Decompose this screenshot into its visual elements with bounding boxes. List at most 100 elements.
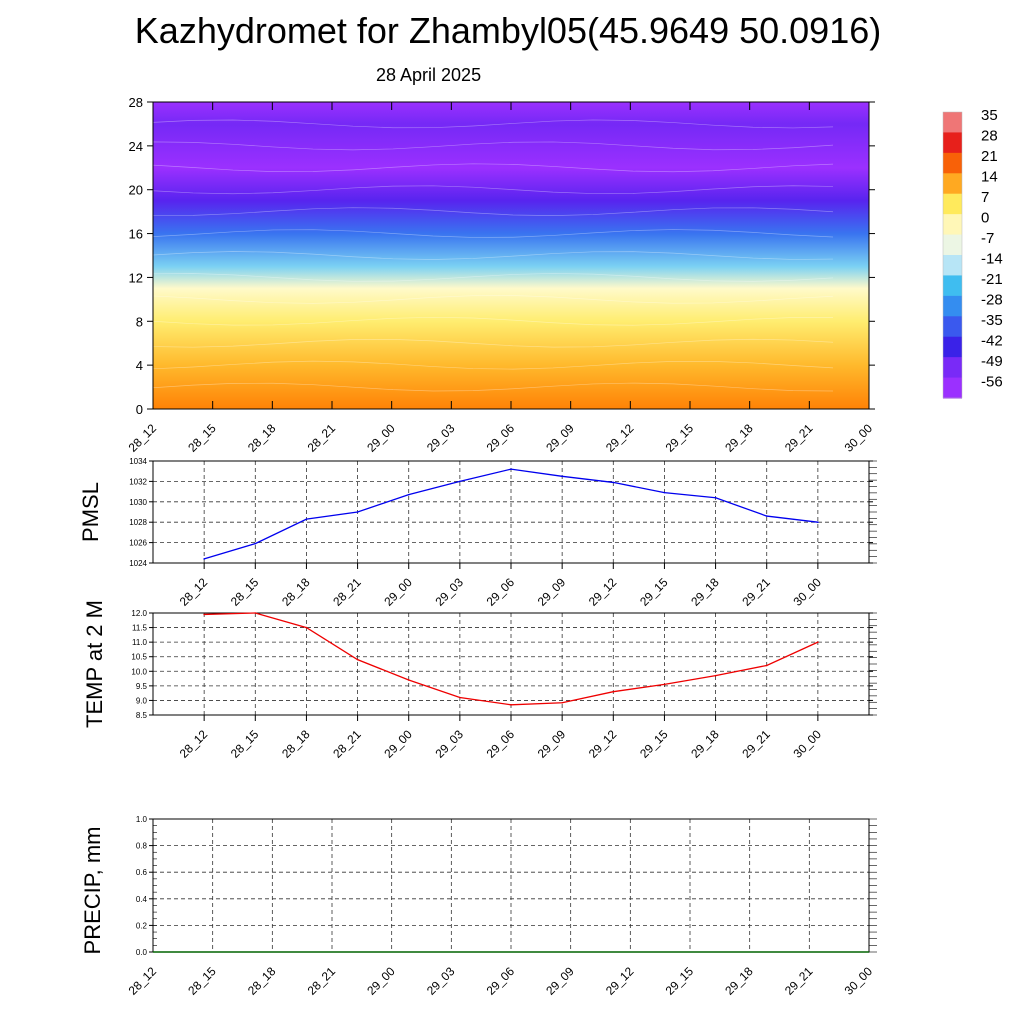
temp2m-data-point [305, 626, 308, 629]
pmsl-x-tick-label: 30_00 [790, 575, 824, 609]
colorbar-label: -21 [981, 271, 1003, 288]
colorbar-segment [943, 132, 962, 154]
precip-y-tick-label: 0.4 [136, 895, 148, 904]
heatmap-x-tick-label: 29_03 [424, 421, 458, 455]
colorbar-segment [943, 112, 962, 134]
heatmap-contour [152, 316, 834, 326]
pmsl-y-tick-label: 1032 [129, 477, 147, 486]
pmsl-data-point [714, 496, 717, 499]
temp2m-data-point [765, 664, 768, 667]
temp2m-data-point [817, 641, 819, 643]
precip-y-tick-label: 0.2 [136, 921, 148, 930]
pmsl-frame [152, 460, 870, 564]
heatmap-x-tick-label: 28_21 [305, 421, 339, 455]
temp2m-x-tick-label: 29_21 [739, 727, 773, 761]
heatmap-contour [152, 295, 834, 304]
temp2m-data-point [714, 674, 717, 677]
heatmap-contour [152, 229, 834, 238]
heatmap-contour [152, 382, 834, 392]
precip-x-tick-label: 29_18 [722, 964, 756, 998]
colorbar-segment [943, 152, 962, 174]
heatmap-x-tick-label: 28_18 [245, 421, 279, 455]
temp2m-y-axis-label: TEMP at 2 M [82, 600, 107, 728]
heatmap-y-tick-label: 28 [129, 95, 143, 110]
pmsl-data-point [817, 521, 819, 523]
pmsl-data-point [663, 491, 666, 494]
page-subtitle: 28 April 2025 [376, 65, 482, 85]
heatmap-y-tick-label: 12 [129, 270, 143, 285]
colorbar-segment [943, 193, 962, 215]
heatmap-contour [152, 141, 834, 151]
colorbar-segment [943, 214, 962, 236]
precip-y-tick-label: 0.0 [136, 948, 148, 957]
temp2m-x-tick-label: 29_18 [688, 727, 722, 761]
heatmap-contour [152, 273, 834, 282]
heatmap-y-tick-label: 8 [136, 314, 143, 329]
colorbar-segment [943, 275, 962, 297]
precip-x-tick-label: 30_00 [842, 964, 876, 998]
heatmap-x-tick-label: 29_21 [782, 421, 816, 455]
pmsl-data-point [203, 558, 205, 560]
precip-x-tick-label: 29_06 [484, 964, 518, 998]
precip-y-axis-label: PRECIP, mm [80, 827, 105, 955]
temp2m-y-tick-label: 12.0 [131, 609, 147, 618]
pmsl-y-tick-label: 1024 [129, 559, 147, 568]
precip-x-tick-label: 29_15 [663, 964, 697, 998]
pmsl-data-point [561, 475, 563, 478]
colorbar-label: 7 [981, 189, 989, 206]
precip-x-tick-label: 29_00 [364, 964, 398, 998]
heatmap-x-tick-label: 29_15 [663, 421, 697, 455]
pmsl-x-tick-label: 29_03 [432, 575, 466, 609]
pmsl-data-point [305, 518, 308, 520]
heatmap-y-tick-label: 4 [136, 358, 143, 373]
colorbar-label: -49 [981, 353, 1003, 370]
colorbar-label: 21 [981, 148, 998, 165]
precip-y-tick-label: 0.6 [136, 868, 148, 877]
heatmap-contour [152, 163, 834, 173]
colorbar-segment [943, 295, 962, 317]
heatmap-contour [152, 119, 834, 129]
temp2m-data-point [254, 612, 257, 614]
colorbar-segment [943, 316, 962, 338]
pmsl-x-tick-label: 29_12 [586, 575, 620, 609]
temp2m-data-point [356, 658, 359, 661]
pmsl-y-tick-label: 1026 [129, 539, 147, 548]
temp2m-y-tick-label: 8.5 [136, 711, 148, 720]
temp2m-data-point [663, 683, 666, 686]
heatmap-x-tick-label: 29_09 [543, 421, 577, 455]
colorbar-label: -35 [981, 312, 1003, 329]
colorbar-label: 35 [981, 107, 998, 124]
page-title: Kazhydromet for Zhambyl05(45.9649 50.091… [134, 10, 882, 51]
heatmap-contour [152, 360, 834, 370]
heatmap-x-tick-label: 28_15 [185, 421, 219, 455]
precip-x-tick-label: 28_12 [126, 964, 160, 998]
pmsl-data-point [612, 481, 615, 484]
temp2m-x-tick-label: 29_03 [432, 727, 466, 761]
pmsl-y-tick-label: 1028 [129, 518, 147, 527]
temp2m-x-tick-label: 29_00 [381, 727, 415, 761]
heatmap-x-tick-label: 30_00 [842, 421, 876, 455]
precip-y-tick-label: 0.8 [136, 842, 148, 851]
pmsl-x-tick-label: 28_12 [177, 575, 211, 609]
heatmap-x-tick-label: 29_00 [364, 421, 398, 455]
pmsl-x-tick-label: 29_00 [381, 575, 415, 609]
temp2m-y-tick-label: 11.0 [132, 638, 148, 647]
colorbar-segment [943, 336, 962, 358]
temp2m-frame [152, 612, 870, 716]
pmsl-data-point [356, 511, 359, 513]
pmsl-data-point [407, 493, 410, 496]
heatmap-y-tick-label: 20 [129, 183, 143, 198]
precip-x-tick-label: 28_21 [305, 964, 339, 998]
heatmap-x-tick-label: 29_06 [484, 421, 518, 455]
pmsl-x-tick-label: 28_18 [279, 575, 313, 609]
pmsl-y-axis-label: PMSL [78, 482, 103, 542]
temp2m-x-tick-label: 28_15 [228, 727, 262, 761]
colorbar-segment [943, 234, 962, 256]
temp2m-x-tick-label: 29_06 [484, 727, 518, 761]
temp2m-data-point [407, 679, 410, 681]
precip-x-tick-label: 29_03 [424, 964, 458, 998]
temp2m-y-tick-label: 10.5 [131, 653, 147, 662]
temp2m-x-tick-label: 28_21 [330, 727, 364, 761]
heatmap-y-tick-label: 0 [136, 402, 143, 417]
